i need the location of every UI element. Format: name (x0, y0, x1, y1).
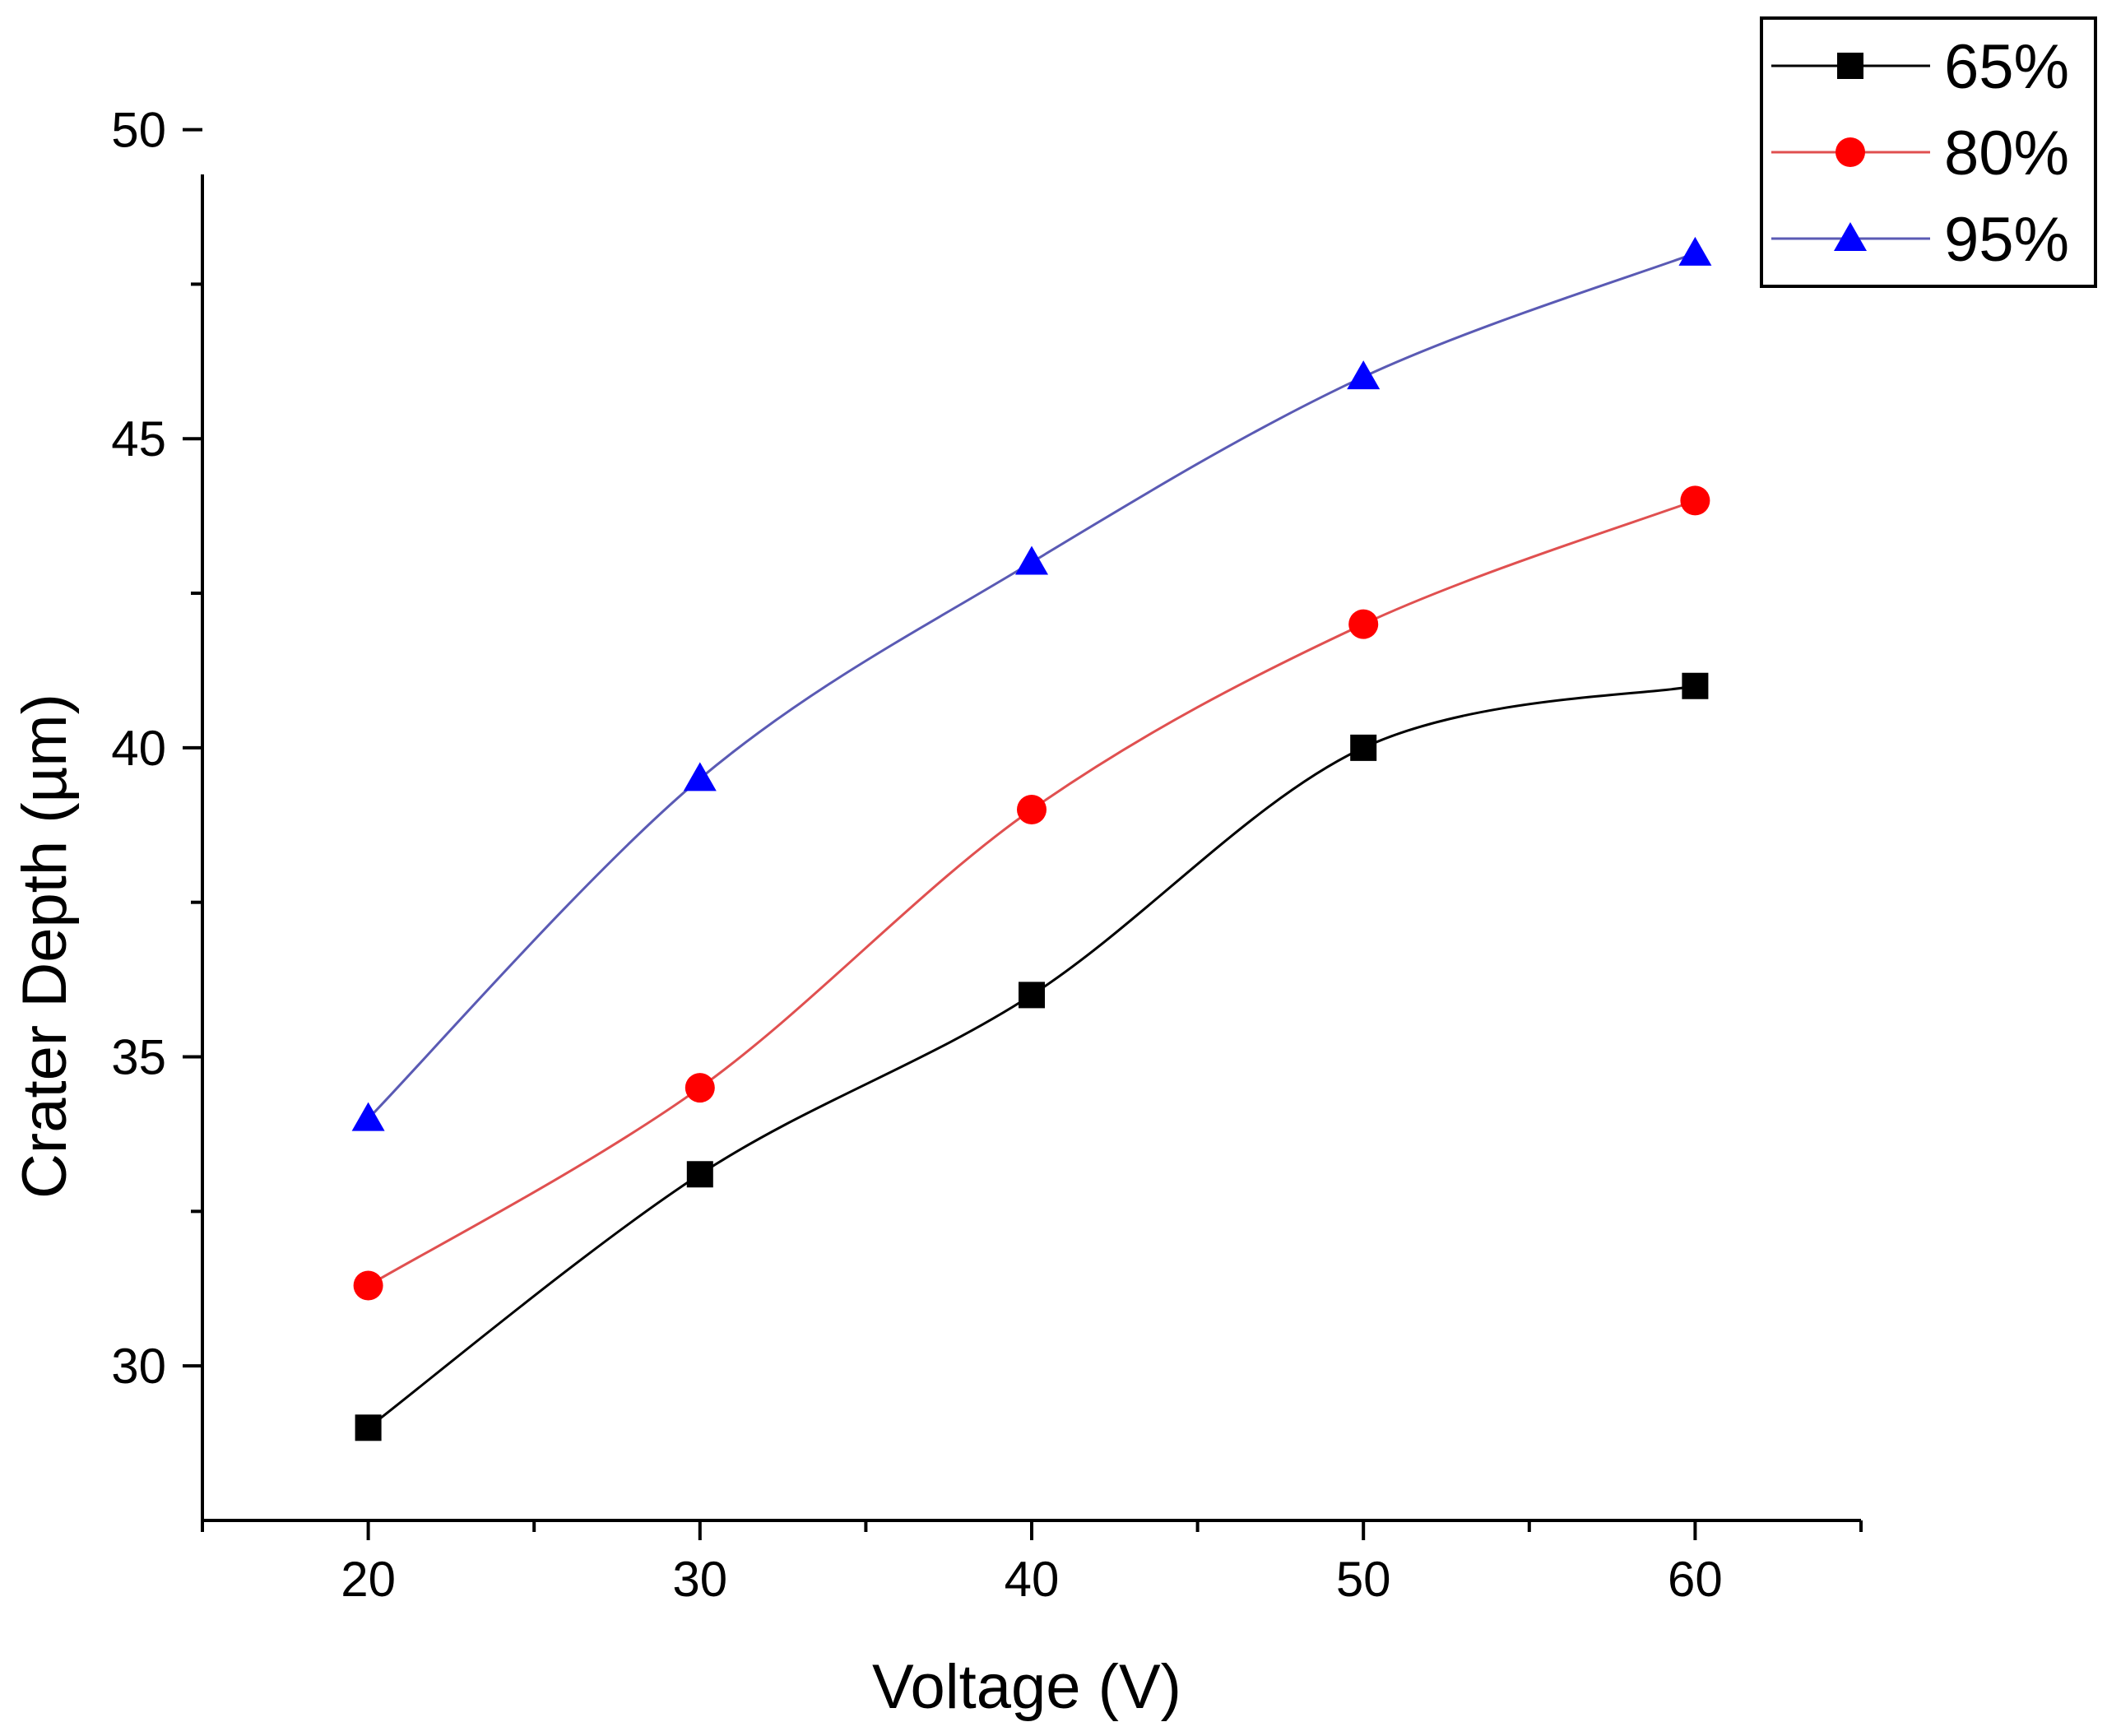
point-65pct-40 (1019, 982, 1045, 1009)
point-65pct-50 (1350, 734, 1377, 761)
point-65pct-20 (355, 1414, 382, 1441)
x-axis-title: Voltage (V) (872, 1652, 1181, 1722)
legend-entry-95pct: 95% (1771, 205, 2069, 275)
point-80pct-50 (1348, 609, 1379, 639)
legend: 65% 80% 95% (1760, 16, 2097, 288)
x-tick-label-60: 60 (1668, 1552, 1723, 1607)
point-95pct-60 (1678, 236, 1712, 266)
point-65pct-60 (1682, 672, 1709, 699)
y-tick-label-30: 30 (111, 1339, 166, 1394)
legend-marker-65pct (1837, 53, 1863, 79)
point-95pct-40 (1015, 545, 1048, 575)
x-tick-label-30: 30 (672, 1552, 727, 1607)
point-80pct-40 (1017, 795, 1047, 824)
y-tick-label-45: 45 (111, 411, 166, 466)
point-65pct-30 (686, 1161, 713, 1188)
axes (201, 174, 1861, 1522)
point-80pct-30 (685, 1073, 715, 1103)
point-95pct-30 (683, 762, 717, 791)
ticks: 20 30 40 50 60 30 35 40 45 50 (111, 103, 1863, 1607)
series-80pct (353, 485, 1710, 1301)
legend-label-65pct: 65% (1944, 32, 2069, 102)
legend-marker-95pct (1834, 222, 1867, 251)
point-95pct-20 (351, 1102, 385, 1131)
legend-marker-80pct (1836, 137, 1865, 167)
point-80pct-20 (353, 1270, 383, 1301)
series-line-95pct (367, 252, 1696, 1120)
point-95pct-50 (1347, 360, 1381, 390)
series-65pct (355, 672, 1709, 1441)
x-tick-label-20: 20 (341, 1552, 396, 1607)
legend-entry-65pct: 65% (1771, 32, 2069, 102)
point-80pct-60 (1680, 485, 1710, 516)
y-tick-label-40: 40 (111, 721, 166, 776)
legend-label-95pct: 95% (1944, 205, 2069, 275)
x-tick-label-50: 50 (1336, 1552, 1391, 1607)
y-tick-label-35: 35 (111, 1030, 166, 1085)
legend-entry-80pct: 80% (1771, 118, 2069, 188)
series-layer (351, 236, 1712, 1441)
legend-label-80pct: 80% (1944, 118, 2069, 188)
y-axis-title: Crater Depth (µm) (10, 694, 80, 1199)
y-tick-label-50: 50 (111, 103, 166, 158)
series-line-80pct (367, 499, 1696, 1287)
series-95pct (351, 236, 1712, 1131)
x-tick-label-40: 40 (1005, 1552, 1060, 1607)
